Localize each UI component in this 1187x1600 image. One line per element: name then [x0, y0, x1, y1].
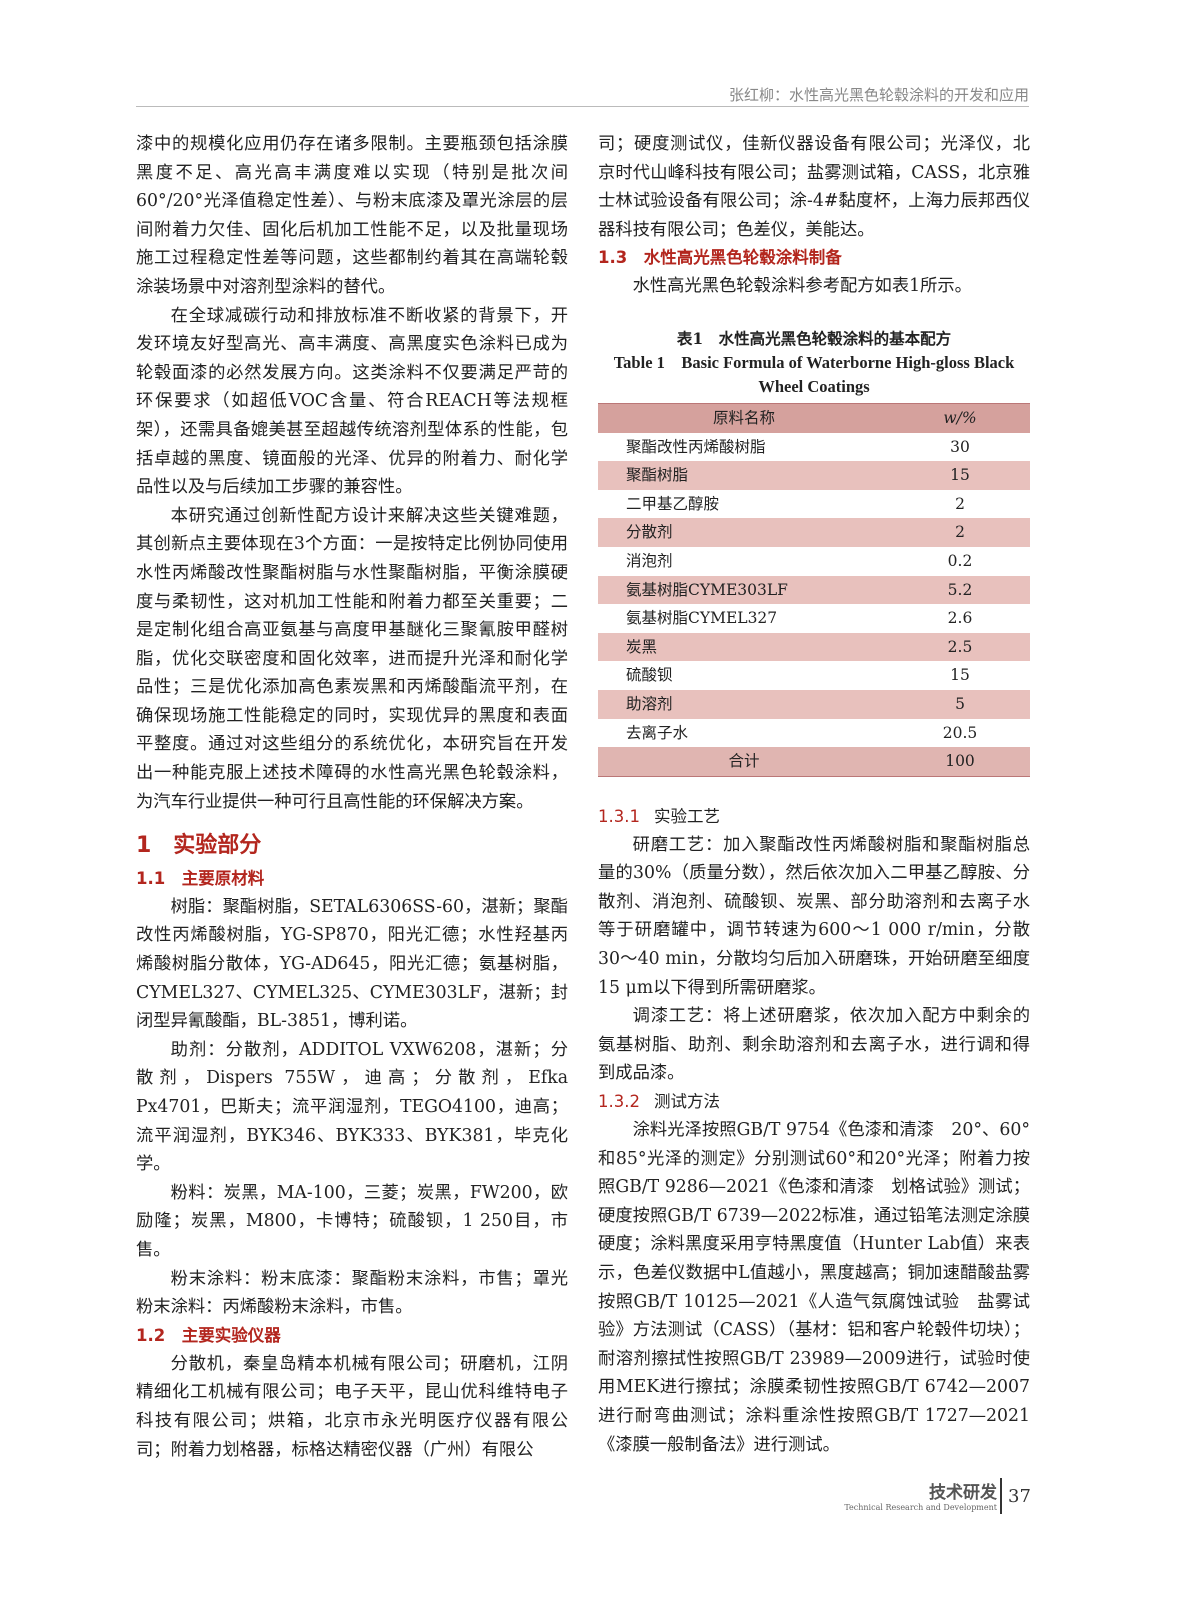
total-label: 合计: [598, 747, 890, 777]
subsection-heading: 1.1 主要原材料: [136, 868, 265, 888]
ingredient-value: 2: [955, 494, 965, 513]
heading-title: 实验工艺: [653, 806, 720, 826]
left-column: 漆中的规模化应用仍存在诸多限制。主要瓶颈包括涂膜黑度不足、高光高丰满度难以实现（…: [136, 130, 568, 1464]
ingredient-value: 2.6: [947, 609, 973, 628]
ingredient-name: 去离子水: [626, 723, 689, 742]
ingredient-name: 氨基树脂CYMEL327: [626, 609, 778, 628]
ingredient-name: 助溶剂: [598, 689, 890, 719]
column-header: 原料名称: [598, 402, 890, 433]
running-title: 张红柳：水性高光黑色轮毂涂料的开发和应用: [728, 86, 1029, 104]
paragraph: 研磨工艺：加入聚酯改性丙烯酸树脂和聚酯树脂总量的30%（质量分数），然后依次加入…: [598, 834, 1030, 998]
table-row: 聚酯树脂 15: [598, 461, 1030, 490]
table-header-row: 原料名称 w/%: [598, 402, 1030, 433]
page-number: 37: [1008, 1486, 1031, 1507]
ingredient-value: 5.2: [890, 575, 1030, 605]
ingredient-value: 0.2: [947, 551, 973, 570]
table-row: 助溶剂 5: [598, 689, 1030, 719]
paragraph: 树脂：聚酯树脂，SETAL6306SS-60，湛新；聚酯改性丙烯酸树脂，YG-S…: [136, 896, 568, 1032]
paragraph: 分散机，秦皇岛精本机械有限公司；研磨机，江阴精细化工机械有限公司；电子天平，昆山…: [136, 1353, 568, 1460]
paragraph: 水性高光黑色轮毂涂料参考配方如表1所示。: [632, 276, 972, 297]
table-row: 分散剂 2: [598, 518, 1030, 547]
ingredient-name: 炭黑: [598, 632, 890, 662]
paragraph: 在全球减碳行动和排放标准不断收紧的背景下，开发环境友好型高光、高丰满度、高黑度实…: [136, 305, 568, 498]
subsection-heading: 1.3 水性高光黑色轮毂涂料制备: [598, 248, 842, 268]
ingredient-value: 15: [890, 461, 1030, 490]
ingredient-name: 分散剂: [598, 518, 890, 547]
paragraph: 司；硬度测试仪，佳新仪器设备有限公司；光泽仪，北京时代山峰科技有限公司；盐雾测试…: [598, 134, 1030, 240]
right-column: 司；硬度测试仪，佳新仪器设备有限公司；光泽仪，北京时代山峰科技有限公司；盐雾测试…: [598, 130, 1030, 1459]
paragraph: 漆中的规模化应用仍存在诸多限制。主要瓶颈包括涂膜黑度不足、高光高丰满度难以实现（…: [136, 134, 568, 297]
heading-number: 1.3.1: [598, 806, 640, 826]
ingredient-value: 20.5: [942, 723, 978, 742]
ingredient-name: 消泡剂: [626, 551, 673, 570]
table-row: 二甲基乙醇胺 2: [598, 490, 1030, 519]
table-row: 炭黑 2.5: [598, 632, 1030, 662]
table-caption-cn: 表1 水性高光黑色轮毂涂料的基本配方: [676, 328, 952, 348]
heading-title: 测试方法: [653, 1092, 720, 1112]
heading-number: 1.3.2: [598, 1092, 640, 1112]
paragraph: 本研究通过创新性配方设计来解决这些关键难题，其创新点主要体现在3个方面：一是按特…: [136, 505, 568, 812]
table-row: 氨基树脂CYME303LF 5.2: [598, 575, 1030, 605]
ingredient-name: 聚酯改性丙烯酸树脂: [626, 437, 766, 456]
formula-table: 原料名称 w/% 聚酯改性丙烯酸树脂 30 聚酯树脂 15 二甲基乙醇胺 2 分散剂 2 消泡剂…: [598, 402, 1030, 777]
table-caption-en: Table 1 Basic Formula of Waterborne High…: [613, 352, 1015, 396]
column-header: w/%: [890, 402, 1030, 433]
ingredient-name: 氨基树脂CYME303LF: [598, 575, 890, 605]
header-rule: [136, 106, 1029, 107]
ingredient-value: 5: [890, 689, 1030, 719]
total-value: 100: [890, 747, 1030, 777]
footer-section-en: Technical Research and Development: [844, 1503, 997, 1512]
footer-section: 技术研发 Technical Research and Development: [844, 1478, 997, 1512]
table-total-row: 合计 100: [598, 747, 1030, 777]
paragraph: 调漆工艺：将上述研磨浆，依次加入配方中剩余的氨基树脂、助剂、剩余助溶剂和去离子水…: [598, 1006, 1030, 1084]
table-caption: 表1 水性高光黑色轮毂涂料的基本配方 Table 1 Basic Formula…: [598, 327, 1030, 399]
footer-divider: [1000, 1478, 1002, 1514]
ingredient-name: 聚酯树脂: [598, 461, 890, 490]
paragraph: 粉末涂料：粉末底漆：聚酯粉末涂料，市售；罩光粉末涂料：丙烯酸粉末涂料，市售。: [136, 1268, 568, 1318]
paragraph: 涂料光泽按照GB/T 9754《色漆和清漆 20°、60°和85°光泽的测定》分…: [598, 1120, 1030, 1455]
table-row: 硫酸钡 15: [598, 661, 1030, 690]
ingredient-name: 二甲基乙醇胺: [626, 494, 720, 513]
ingredient-value: 2: [890, 518, 1030, 547]
table-row: 消泡剂 0.2: [598, 547, 1030, 576]
paragraph: 粉料：炭黑，MA-100，三菱；炭黑，FW200，欧励隆；炭黑，M800，卡博特…: [136, 1182, 568, 1260]
subsubsection-heading: 1.3.1 实验工艺: [598, 803, 1030, 831]
subsection-heading: 1.2 主要实验仪器: [136, 1325, 281, 1345]
ingredient-value: 30: [950, 437, 970, 456]
subsubsection-heading: 1.3.2 测试方法: [598, 1088, 1030, 1116]
section-heading: 1 实验部分: [136, 833, 262, 859]
table-row: 氨基树脂CYMEL327 2.6: [598, 604, 1030, 633]
paragraph: 助剂：分散剂，ADDITOL VXW6208，湛新；分散剂，Dispers 75…: [136, 1039, 568, 1175]
ingredient-value: 15: [950, 666, 970, 685]
table-row: 去离子水 20.5: [598, 719, 1030, 748]
ingredient-value: 2.5: [890, 632, 1030, 662]
ingredient-name: 硫酸钡: [626, 666, 673, 685]
footer-section-cn: 技术研发: [929, 1483, 997, 1503]
table-row: 聚酯改性丙烯酸树脂 30: [598, 433, 1030, 462]
